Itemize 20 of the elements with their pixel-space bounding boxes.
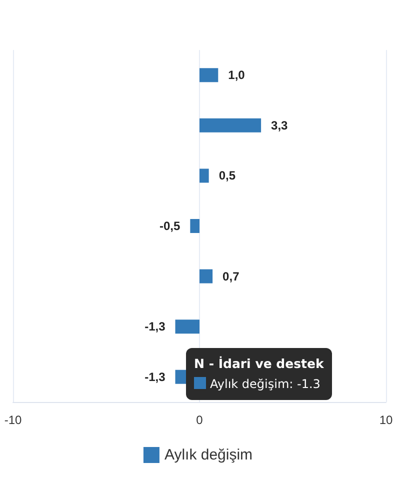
legend-label: Aylık değişim (164, 446, 253, 464)
data-label: -1,3 (144, 370, 166, 384)
data-label: -1,3 (144, 320, 166, 334)
x-tick-label: 0 (196, 413, 204, 427)
bar (175, 320, 200, 334)
bar (200, 269, 213, 284)
data-label: 0,5 (218, 168, 236, 183)
data-label: 0,7 (222, 269, 240, 284)
data-label: -0,5 (159, 219, 180, 233)
bar (200, 168, 209, 183)
data-label: 3,3 (271, 118, 288, 132)
x-tick-label: -10 (4, 413, 22, 427)
x-tick-label: 10 (379, 413, 393, 427)
annotation: Aylık değişim: -1.3 (210, 377, 320, 391)
bar (200, 118, 262, 132)
bar (190, 219, 200, 233)
annotation: N - İdari ve destek (194, 356, 324, 371)
tooltip-box: N - İdari ve destek Aylık değişim: -1.3 (186, 348, 332, 400)
bar (200, 68, 218, 82)
data-label: 1,0 (228, 68, 246, 82)
